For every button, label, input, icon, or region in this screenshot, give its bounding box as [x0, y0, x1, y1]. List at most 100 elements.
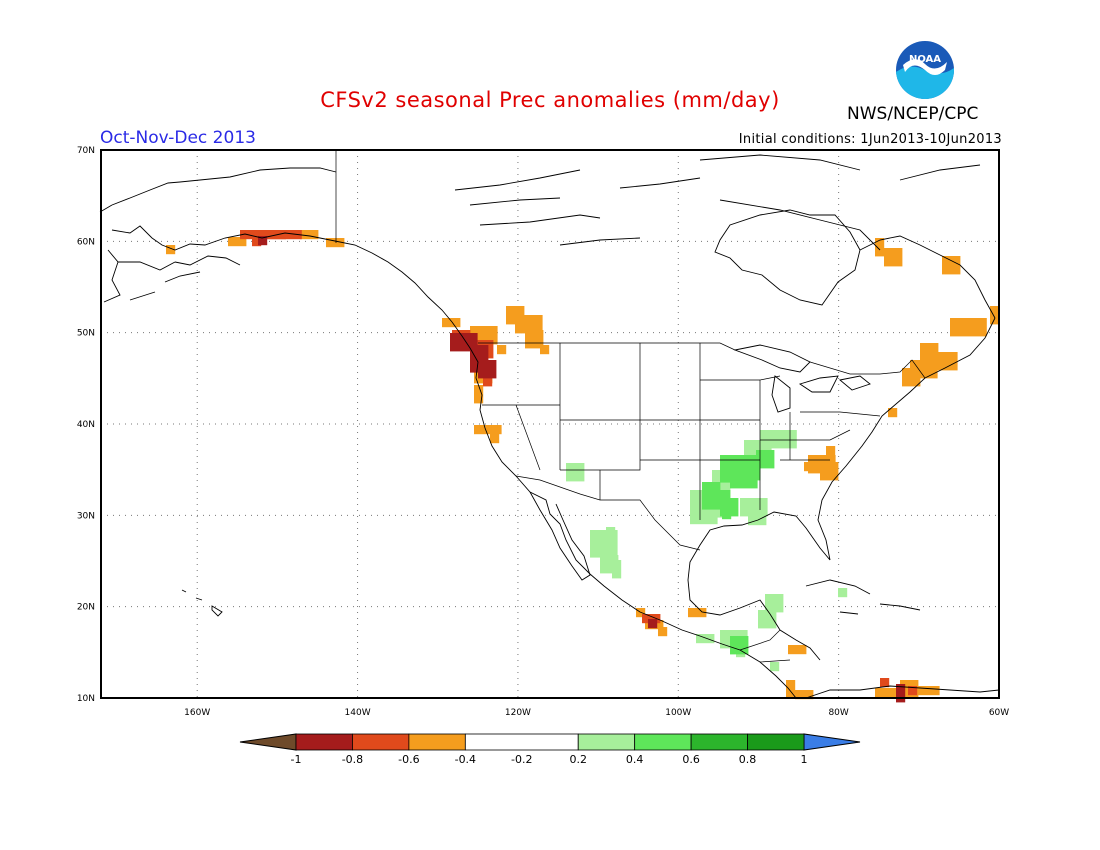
map-background [101, 150, 999, 698]
anomaly-cell [515, 315, 543, 334]
anomaly-cell [642, 614, 661, 624]
anomaly-cell [240, 230, 286, 240]
lon-tick-label: 120W [505, 708, 531, 718]
colorbar-labels: -1 -0.8 -0.6 -0.4 -0.2 0.2 0.4 0.6 0.8 1 [291, 753, 808, 766]
anomaly-cell [540, 345, 550, 355]
anomaly-cell [820, 462, 839, 481]
lat-tick-label: 50N [77, 329, 95, 339]
coastlines [99, 154, 1000, 699]
anomaly-cell [166, 245, 176, 255]
alaska-coast [111, 225, 453, 323]
anomaly-cell [880, 678, 890, 688]
colorbar-cell [464, 733, 579, 751]
anomaly-cell [795, 690, 814, 700]
south-america-coast [805, 685, 1000, 699]
anomaly-cell [606, 527, 616, 537]
colorbar-under-arrow [239, 733, 297, 751]
caribbean-islands [805, 579, 921, 615]
anomaly-cell [258, 236, 268, 246]
alaska-north-coast [111, 167, 337, 206]
lat-tick-label: 10N [77, 694, 95, 704]
anomaly-cell [884, 248, 903, 267]
anomaly-cell [950, 318, 987, 337]
anomaly-cell [930, 352, 958, 371]
initial-conditions-label: Initial conditions: 1Jun2013-10Jun2013 [738, 132, 1002, 147]
lon-tick-label: 140W [345, 708, 371, 718]
alaska-peninsula [129, 255, 241, 301]
state-lines-central [699, 343, 881, 520]
anomaly-cell [875, 238, 885, 257]
lon-tick-label: 60W [989, 708, 1009, 718]
anomaly-cell [525, 330, 544, 349]
us-canada-border [478, 342, 926, 379]
season-label: Oct-Nov-Dec 2013 [100, 128, 256, 148]
anomaly-cell [690, 515, 718, 525]
anomaly-cell [696, 634, 715, 644]
arctic-islands [454, 154, 981, 251]
political-boundaries [335, 150, 926, 663]
anomaly-cell [490, 434, 500, 444]
axis-labels: 160W 140W 120W 100W 80W 60W 10N 20N 30N 40N 50N 60N… [77, 146, 1009, 718]
colorbar-label: 0.4 [626, 753, 644, 766]
colorbar-cell [690, 733, 748, 751]
anomaly-cell [688, 608, 707, 618]
noaa-logo-text: NOAA [909, 54, 941, 65]
lat-tick-label: 20N [77, 603, 95, 613]
hawaii-islands [181, 589, 223, 617]
anomaly-cell [326, 238, 345, 248]
anomaly-cell [765, 594, 784, 613]
colorbar-cells [295, 733, 805, 751]
us-mexico-border [515, 475, 701, 551]
anomaly-cell [888, 408, 898, 418]
anomaly-cell [875, 688, 903, 698]
anomaly-cell [474, 425, 502, 435]
colorbar-label: 0.8 [739, 753, 757, 766]
anomaly-cell [990, 306, 1000, 325]
anomaly-cell [497, 345, 507, 355]
colorbar-cell [634, 733, 692, 751]
anomaly-cell [648, 619, 658, 629]
agency-label: NWS/NCEP/CPC [847, 104, 979, 124]
great-lakes [733, 344, 871, 413]
anomaly-cell [804, 462, 814, 472]
anomaly-cell [300, 230, 319, 240]
anomaly-cell [760, 430, 797, 449]
anomaly-cell [474, 385, 484, 404]
noaa-logo-icon: NOAA [896, 41, 954, 99]
lat-tick-label: 70N [77, 146, 95, 156]
anomaly-cell [912, 686, 940, 696]
lon-tick-label: 160W [184, 708, 210, 718]
colorbar-label: -0.8 [342, 753, 363, 766]
lon-tick-label: 80W [828, 708, 848, 718]
map-frame [100, 149, 1000, 699]
colorbar-cell [352, 733, 410, 751]
colorbar-cell [408, 733, 466, 751]
colorbar-label: -0.6 [398, 753, 419, 766]
central-america-borders [739, 629, 791, 663]
anomaly-cell [908, 686, 918, 696]
anomaly-cell [265, 230, 302, 240]
colorbar-label: -1 [291, 753, 302, 766]
colorbar-cell [577, 733, 636, 751]
anomaly-cell [740, 498, 768, 517]
lon-tick-label: 100W [665, 708, 691, 718]
colorbar-label: 0.2 [569, 753, 587, 766]
anomaly-cell [658, 627, 668, 637]
colorbar-over-arrow [803, 733, 861, 751]
state-lines-west [482, 343, 701, 500]
anomaly-cell [722, 510, 732, 520]
colorbar-cell [747, 733, 805, 751]
anomaly-cell [942, 256, 961, 275]
anomaly-cells [166, 230, 1000, 703]
anomaly-cell [826, 446, 836, 474]
lat-tick-label: 60N [77, 237, 95, 247]
anomaly-cell [566, 463, 585, 482]
anomaly-cell [902, 368, 921, 387]
colorbar-cell [295, 733, 353, 751]
anomaly-cell [788, 645, 807, 655]
chart-title: CFSv2 seasonal Prec anomalies (mm/day) [320, 88, 780, 112]
colorbar-label: 0.6 [682, 753, 700, 766]
anomaly-cell [742, 462, 761, 481]
